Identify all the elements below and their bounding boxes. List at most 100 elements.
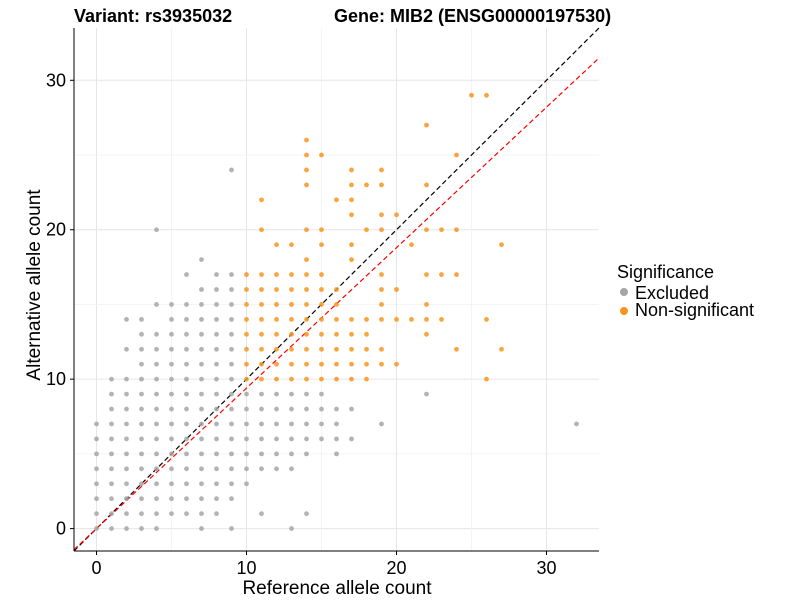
- data-point-excluded: [229, 361, 234, 367]
- data-point-non-significant: [304, 272, 309, 277]
- data-point-excluded: [304, 511, 309, 517]
- data-point-excluded: [184, 346, 189, 352]
- data-point-non-significant: [349, 242, 354, 248]
- data-point-non-significant: [364, 331, 369, 337]
- data-point-non-significant: [304, 137, 309, 143]
- data-point-excluded: [124, 451, 129, 457]
- data-point-non-significant: [244, 272, 249, 277]
- data-point-excluded: [154, 391, 159, 397]
- data-point-non-significant: [304, 316, 309, 322]
- data-point-excluded: [154, 451, 159, 457]
- data-point-non-significant: [259, 302, 264, 307]
- data-point-excluded: [229, 346, 234, 352]
- data-point-non-significant: [394, 316, 399, 322]
- x-axis-title: Reference allele count: [242, 578, 432, 599]
- data-point-non-significant: [304, 167, 309, 173]
- data-point-excluded: [184, 496, 189, 502]
- data-point-non-significant: [304, 361, 309, 367]
- data-point-non-significant: [244, 331, 249, 337]
- data-point-excluded: [214, 316, 219, 322]
- data-point-non-significant: [364, 316, 369, 322]
- data-point-excluded: [139, 466, 144, 472]
- data-point-excluded: [304, 406, 309, 412]
- data-point-non-significant: [379, 287, 384, 292]
- data-point-excluded: [124, 511, 129, 517]
- data-point-non-significant: [304, 331, 309, 337]
- data-point-excluded: [214, 391, 219, 397]
- data-point-non-significant: [379, 346, 384, 352]
- data-point-excluded: [274, 451, 279, 457]
- data-point-non-significant: [334, 361, 339, 367]
- data-point-excluded: [124, 406, 129, 412]
- data-point-non-significant: [274, 272, 279, 277]
- data-point-excluded: [184, 466, 189, 472]
- data-point-non-significant: [469, 92, 474, 98]
- data-point-excluded: [289, 451, 294, 457]
- data-point-excluded: [199, 496, 204, 502]
- data-point-non-significant: [259, 197, 264, 203]
- x-tick-label: 30: [536, 558, 556, 578]
- data-point-non-significant: [349, 376, 354, 382]
- data-point-excluded: [94, 436, 99, 442]
- data-point-excluded: [199, 331, 204, 337]
- data-point-excluded: [319, 421, 324, 427]
- data-point-excluded: [244, 391, 249, 397]
- data-point-excluded: [109, 376, 114, 382]
- data-point-excluded: [109, 421, 114, 427]
- data-point-non-significant: [394, 361, 399, 367]
- data-point-excluded: [319, 391, 324, 397]
- data-point-excluded: [349, 406, 354, 412]
- data-point-excluded: [229, 466, 234, 472]
- data-point-excluded: [229, 436, 234, 442]
- data-point-excluded: [169, 361, 174, 367]
- legend-label-non-significant: Non-significant: [635, 300, 754, 320]
- data-point-non-significant: [304, 152, 309, 158]
- data-point-excluded: [139, 526, 144, 531]
- data-point-excluded: [199, 361, 204, 367]
- data-point-excluded: [289, 436, 294, 442]
- data-point-non-significant: [349, 361, 354, 367]
- data-point-non-significant: [454, 272, 459, 277]
- data-point-excluded: [94, 421, 99, 427]
- data-point-non-significant: [259, 361, 264, 367]
- data-point-excluded: [169, 376, 174, 382]
- data-point-excluded: [199, 466, 204, 472]
- data-point-excluded: [154, 421, 159, 427]
- data-point-excluded: [139, 361, 144, 367]
- data-point-excluded: [154, 526, 159, 531]
- data-point-excluded: [214, 272, 219, 277]
- data-point-excluded: [169, 466, 174, 472]
- data-point-excluded: [124, 316, 129, 322]
- axes: [73, 28, 599, 552]
- data-point-excluded: [94, 496, 99, 502]
- data-point-excluded: [184, 391, 189, 397]
- data-point-excluded: [109, 511, 114, 517]
- data-point-non-significant: [424, 227, 429, 233]
- data-point-excluded: [169, 391, 174, 397]
- data-point-excluded: [169, 406, 174, 412]
- data-point-non-significant: [319, 152, 324, 158]
- data-point-excluded: [124, 376, 129, 382]
- data-point-excluded: [109, 406, 114, 412]
- y-tick-label: 30: [46, 70, 66, 90]
- data-point-excluded: [184, 481, 189, 487]
- data-point-excluded: [124, 421, 129, 427]
- data-point-excluded: [214, 451, 219, 457]
- data-point-non-significant: [304, 257, 309, 263]
- data-point-excluded: [304, 451, 309, 457]
- y-tick-label: 20: [46, 220, 66, 240]
- data-point-excluded: [379, 421, 384, 427]
- data-point-excluded: [199, 302, 204, 307]
- data-point-excluded: [169, 436, 174, 442]
- data-point-non-significant: [349, 167, 354, 173]
- data-point-non-significant: [334, 197, 339, 203]
- data-point-non-significant: [304, 376, 309, 382]
- data-point-excluded: [169, 346, 174, 352]
- data-point-non-significant: [289, 331, 294, 337]
- data-point-excluded: [94, 481, 99, 487]
- data-point-excluded: [259, 511, 264, 517]
- data-point-excluded: [169, 451, 174, 457]
- data-point-excluded: [259, 451, 264, 457]
- data-point-excluded: [229, 526, 234, 531]
- data-point-excluded: [244, 406, 249, 412]
